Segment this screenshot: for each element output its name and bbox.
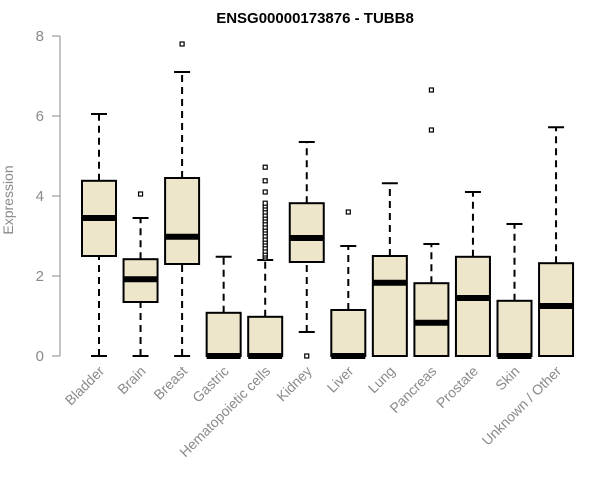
outlier-point: [137, 191, 144, 197]
box-breast: [164, 41, 201, 357]
iqr-box: [330, 309, 367, 357]
box-liver: [330, 209, 367, 359]
box-prostate: [454, 191, 491, 357]
x-tick-label: Unknown / Other: [479, 363, 565, 449]
box-gastric: [205, 255, 242, 359]
x-tick-label: Brain: [114, 363, 148, 397]
y-axis-label: Expression: [0, 165, 16, 234]
outlier-point: [262, 164, 268, 170]
outlier-point: [262, 200, 268, 206]
iqr-box: [454, 255, 491, 357]
iqr-box: [164, 177, 201, 265]
box-kidney: [288, 141, 325, 359]
iqr-box: [288, 202, 325, 263]
iqr-box: [371, 255, 408, 357]
box-pancreas: [413, 87, 450, 358]
outlier-point: [304, 353, 310, 359]
x-tick-label: Kidney: [273, 363, 315, 405]
y-tick-label: 8: [36, 28, 44, 45]
x-tick-label: Lung: [365, 363, 398, 396]
iqr-box: [247, 315, 284, 357]
outlier-point: [345, 209, 351, 215]
iqr-box: [496, 299, 533, 357]
x-tick-label: Prostate: [433, 363, 481, 411]
iqr-box: [538, 262, 575, 358]
y-axis: 0 2 4 6 8: [36, 28, 61, 365]
x-tick-label: Breast: [150, 363, 190, 403]
y-tick-label: 6: [36, 108, 44, 125]
x-tick-label: Liver: [324, 363, 357, 396]
x-tick-label: Bladder: [62, 363, 108, 409]
y-tick-label: 4: [36, 188, 44, 205]
box-lung: [371, 182, 408, 357]
outlier-point: [179, 41, 185, 47]
box-unknown-other: [538, 126, 575, 358]
outlier-point: [428, 87, 434, 93]
boxes-group: [81, 41, 575, 359]
box-hematopoietic-cells: [247, 164, 284, 359]
y-tick-label: 0: [36, 348, 44, 365]
iqr-box: [205, 311, 242, 357]
box-bladder: [81, 113, 117, 357]
chart-title: ENSG00000173876 - TUBB8: [216, 10, 414, 27]
y-tick-label: 2: [36, 268, 44, 285]
box-skin: [496, 223, 533, 359]
outlier-point: [428, 127, 434, 133]
outlier-point: [262, 189, 268, 195]
iqr-box: [413, 282, 450, 358]
box-brain: [122, 191, 159, 357]
outlier-point: [262, 178, 268, 184]
x-tick-label: Skin: [492, 363, 523, 394]
